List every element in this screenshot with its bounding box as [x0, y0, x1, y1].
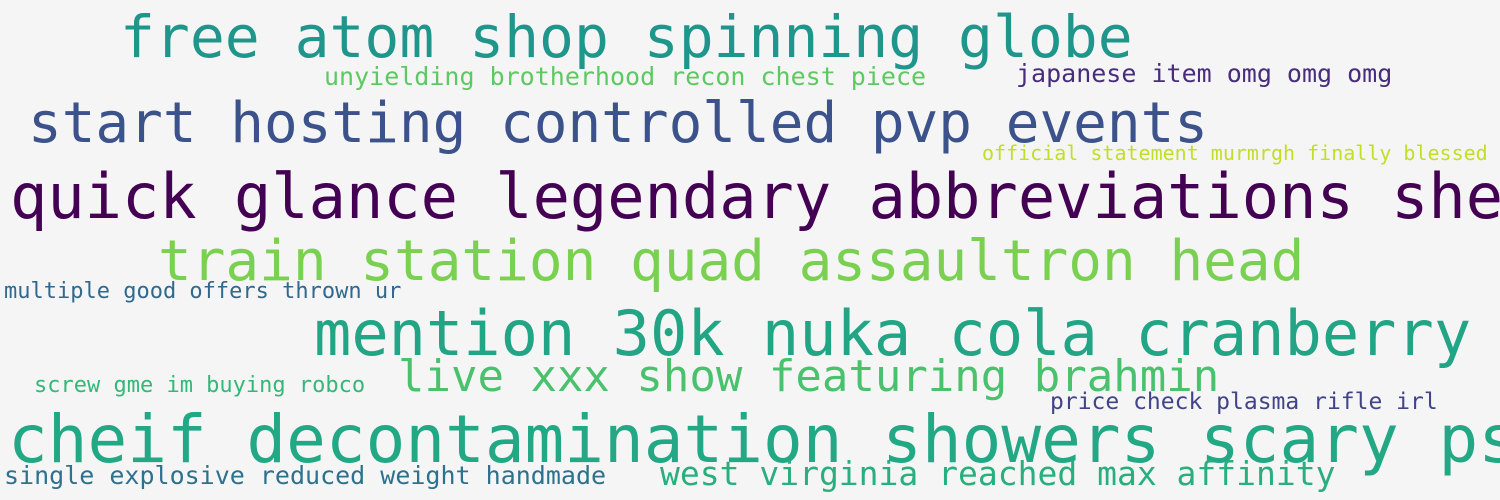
word-screw-gme-im-buying-robco: screw gme im buying robco	[34, 373, 366, 398]
word-single-explosive-reduced-weight-handmade: single explosive reduced weight handmade	[4, 461, 607, 490]
word-price-check-plasma-rifle-irl: price check plasma rifle irl	[1050, 389, 1438, 415]
word-train-station-quad-assaultron-head: train station quad assaultron head	[158, 229, 1305, 294]
word-quick-glance-legendary-abbreviations-sheet: quick glance legendary abbreviations she…	[10, 160, 1500, 233]
word-mention-30k-nuka-cola-cranberry: mention 30k nuka cola cranberry	[314, 297, 1472, 370]
word-unyielding-brotherhood-recon-chest-piece: unyielding brotherhood recon chest piece	[324, 62, 927, 91]
word-west-virginia-reached-max-affinity: west virginia reached max affinity	[660, 454, 1336, 493]
word-start-hosting-controlled-pvp-events: start hosting controlled pvp events	[28, 91, 1209, 156]
word-official-statement-murmrgh-finally-blessed: official statement murmrgh finally bless…	[982, 141, 1488, 165]
word-free-atom-shop-spinning-globe: free atom shop spinning globe	[120, 3, 1133, 71]
word-cheif-decontamination-showers-scary-psa: cheif decontamination showers scary psa	[8, 401, 1500, 478]
word-multiple-good-offers-thrown-ur: multiple good offers thrown ur	[4, 279, 402, 304]
word-live-xxx-show-featuring-brahmin: live xxx show featuring brahmin	[398, 351, 1220, 402]
word-japanese-item-omg: japanese item omg omg omg	[1016, 59, 1393, 88]
